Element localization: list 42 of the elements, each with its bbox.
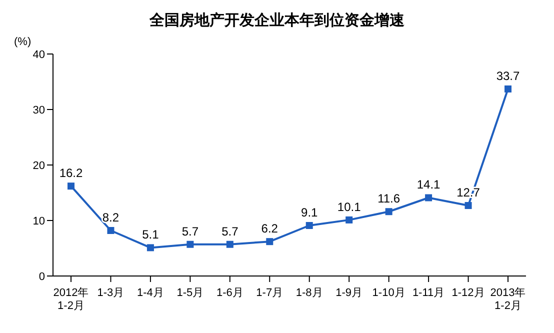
point: [385, 208, 392, 216]
y-tick-label: 40: [32, 48, 45, 61]
y-axis-title: (%): [14, 36, 32, 48]
y-tick-label: 10: [32, 215, 45, 228]
point: [504, 85, 512, 92]
chart-title: 全国房地产开发企业本年到位资金增速: [148, 11, 406, 31]
point: [464, 202, 472, 210]
x-tick-label: 2012年 1-2月: [53, 287, 89, 312]
point: [107, 226, 114, 234]
data-label: 16.2: [59, 166, 83, 180]
point: [266, 238, 274, 246]
x-tick-label: 1-3月: [97, 287, 124, 299]
data-label: 10.1: [337, 200, 362, 214]
x-tick-label: 1-5月: [176, 287, 204, 299]
x-tick-label: 1-7月: [256, 287, 284, 299]
y-tick-label: 0: [38, 270, 45, 283]
data-label: 11.6: [378, 192, 400, 206]
x-tick-label: 1-8月: [296, 287, 323, 299]
data-label: 5.7: [222, 224, 239, 238]
x-tick-label: 1-4月: [137, 287, 164, 299]
x-tick-label: 1-6月: [216, 287, 244, 299]
data-label: 5.1: [142, 228, 160, 242]
point: [68, 182, 74, 190]
point: [186, 240, 194, 248]
point: [146, 244, 154, 252]
x-tick-label: 1-10月: [372, 287, 406, 299]
x-tick-label: 1-11月: [412, 287, 445, 299]
data-label: 6.2: [261, 222, 278, 236]
point: [306, 222, 313, 229]
data-label: 14.1: [416, 178, 441, 192]
x-tick-label: 1-12月: [452, 287, 485, 299]
y-tick-label: 30: [32, 104, 45, 116]
data-label: 9.1: [301, 205, 318, 220]
data-label: 8.2: [102, 210, 120, 224]
x-tick-label: 2013年 1-2月: [490, 287, 526, 312]
point: [226, 240, 234, 248]
x-tick-label: 1-9月: [336, 287, 363, 299]
y-tick-label: 20: [32, 160, 45, 172]
point: [346, 216, 353, 224]
point: [425, 194, 432, 202]
data-label: 33.7: [496, 68, 520, 83]
data-label: 5.7: [182, 224, 199, 238]
